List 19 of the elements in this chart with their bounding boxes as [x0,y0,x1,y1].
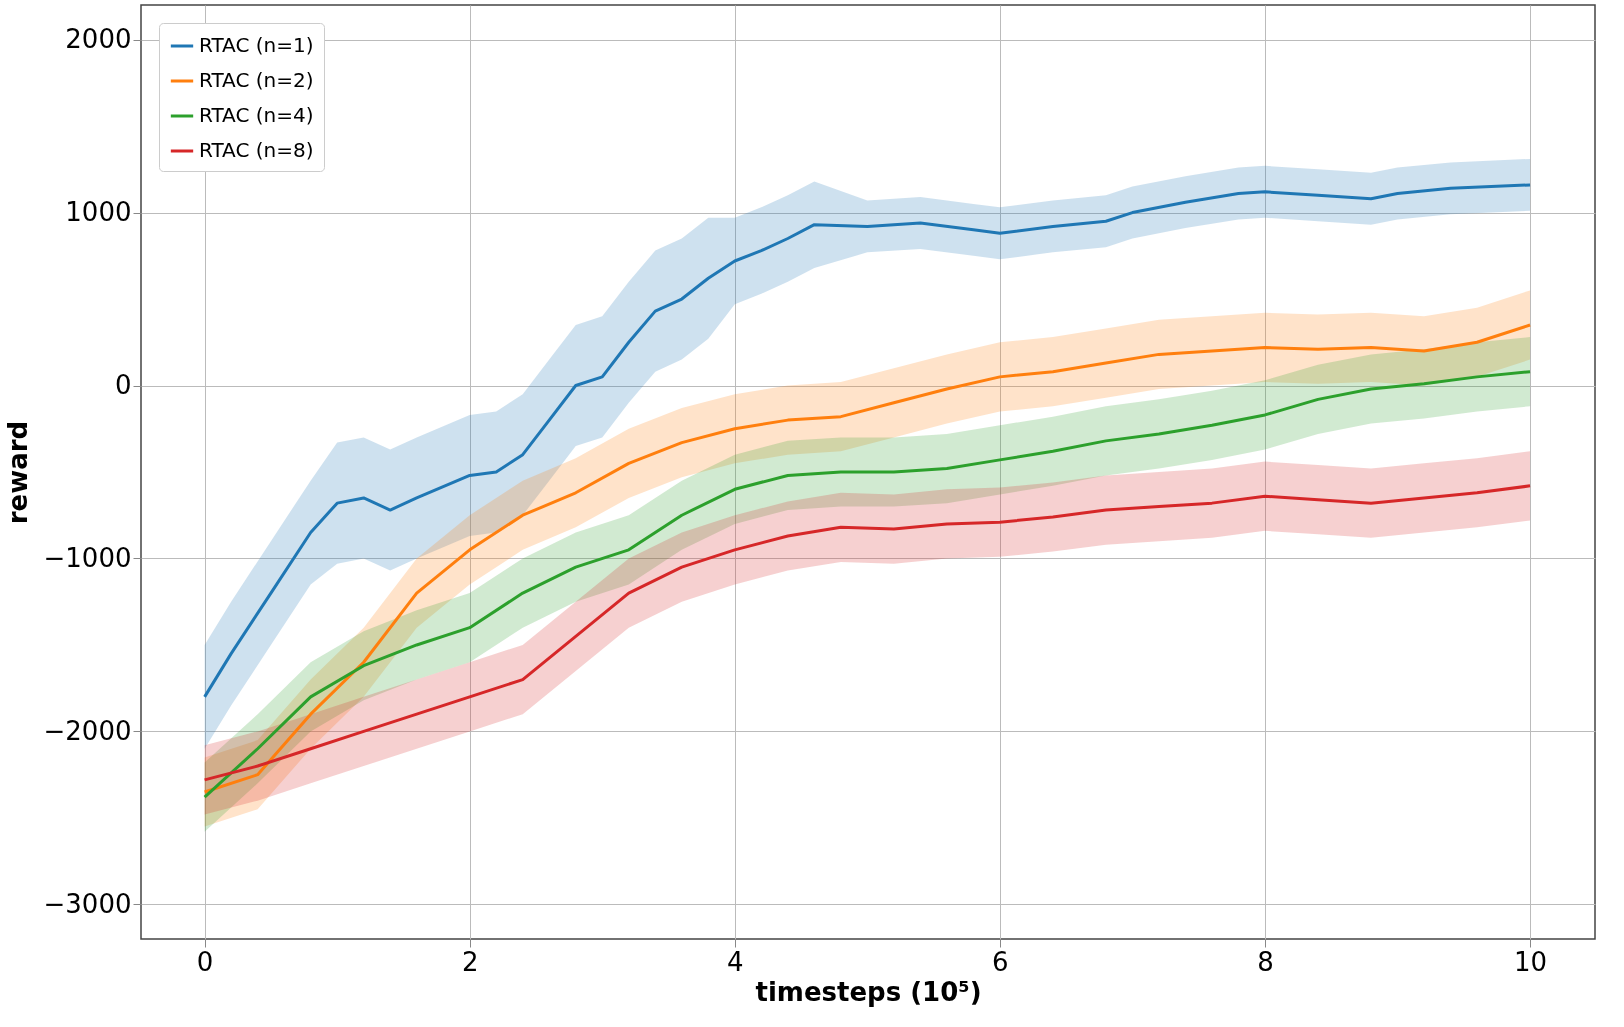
legend-label: RTAC (n=8) [199,138,314,162]
y-tick-label: 0 [114,370,132,401]
y-axis-title: reward [2,420,33,525]
y-tick-label: −3000 [43,888,132,919]
x-axis-title: timesteps (10⁵) [755,976,982,1007]
legend-label: RTAC (n=4) [199,103,314,127]
x-tick-label: 2 [461,946,479,977]
x-tick-label: 10 [1514,946,1548,977]
x-tick-label: 0 [196,946,214,977]
y-tick-label: −2000 [43,715,132,746]
x-tick-label: 4 [727,946,744,977]
line-series [203,484,1532,782]
x-tick-label: 6 [992,946,1009,977]
y-tick-label: 1000 [65,197,132,228]
legend-label: RTAC (n=2) [199,68,314,92]
y-tick-label: −1000 [43,542,132,573]
legend-label: RTAC (n=1) [199,33,314,57]
y-tick-label: 2000 [65,24,132,55]
x-tick-label: 8 [1257,946,1274,977]
